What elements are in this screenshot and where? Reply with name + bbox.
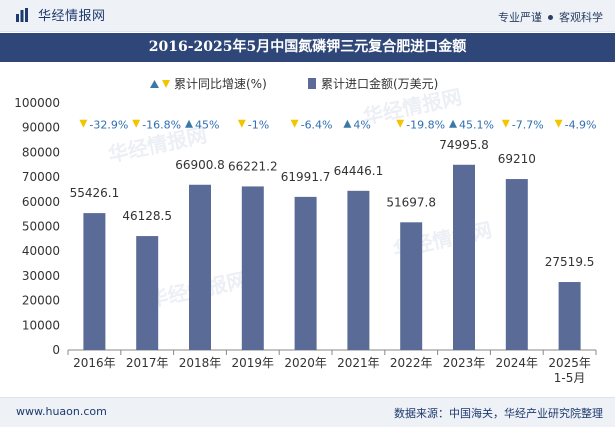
growth-down-triangle-icon — [237, 119, 246, 128]
tagline: 专业严谨 客观科学 — [498, 9, 603, 25]
y-tick-label: 90000 — [22, 121, 60, 135]
legend-label-growth: 累计同比增速(%) — [174, 77, 267, 91]
growth-labels: -32.9% -16.8% 45% -1% -6.4% 4% -19.8% 45.1% -7.7… — [79, 119, 597, 132]
chart-area: 华经情报网 华经情报网 华经情报网 华经情报网 累计同比增速(%) 累计进口金额… — [14, 76, 597, 385]
growth-value-label: -19.8% — [406, 119, 445, 132]
chart-title: 2016-2025年5月中国氮磷钾三元复合肥进口金额 — [148, 39, 467, 55]
growth-value-label: -4.9% — [565, 119, 597, 132]
growth-down-triangle-icon — [290, 119, 299, 128]
axes: 0 10000 20000 30000 40000 50000 60000 70000 8000… — [14, 96, 597, 385]
y-tick-label: 10000 — [22, 318, 60, 332]
x-tick-label: 2016年 — [73, 356, 116, 370]
growth-down-triangle-icon — [501, 119, 510, 128]
bar-value-label: 74995.8 — [439, 138, 489, 152]
legend-item-growth[interactable]: 累计同比增速(%) — [150, 77, 267, 91]
y-tick-label: 80000 — [22, 145, 60, 159]
growth-value-label: -7.7% — [512, 119, 544, 132]
growth-value-label: 4% — [353, 119, 370, 132]
x-tick-label-line: 2023年 — [443, 356, 486, 370]
growth-value-label: -1% — [248, 119, 269, 132]
x-tick-label-line: 2024年 — [496, 356, 539, 370]
legend-label-value: 累计进口金额(万美元) — [321, 76, 438, 91]
y-tick-label: 0 — [52, 343, 60, 357]
y-tick-label: 30000 — [22, 269, 60, 283]
footer: www.huaon.com 数据来源：中国海关，华经产业研究院整理 — [0, 397, 615, 427]
top-bar: 华经情报网 专业严谨 客观科学 — [0, 0, 615, 32]
x-tick-label: 2018年 — [179, 356, 222, 370]
tagline-dot-icon — [548, 14, 553, 20]
tagline-right: 客观科学 — [559, 11, 603, 24]
x-tick-label-line: 2016年 — [73, 356, 116, 370]
bar — [400, 222, 423, 350]
x-tick-label-line: 2022年 — [390, 356, 433, 370]
growth-value-label: 45% — [195, 119, 219, 132]
brand-logo-icon — [16, 7, 28, 22]
bar — [136, 236, 159, 350]
bar — [505, 179, 528, 350]
footer-site[interactable]: www.huaon.com — [16, 405, 107, 418]
legend-triangle-up-icon — [150, 80, 159, 88]
x-tick-label-line: 1-5月 — [554, 371, 586, 385]
growth-down-triangle-icon — [132, 119, 141, 128]
y-tick-label: 40000 — [22, 244, 60, 258]
x-tick-label-line: 2017年 — [126, 356, 169, 370]
bar — [241, 186, 264, 350]
bar-value-label: 69210 — [498, 152, 536, 166]
bar — [189, 184, 211, 350]
chart-title-bar: 2016-2025年5月中国氮磷钾三元复合肥进口金额 — [0, 33, 615, 62]
bar — [83, 213, 106, 350]
x-tick-label-line: 2018年 — [179, 356, 222, 370]
brand-name: 华经情报网 — [38, 9, 106, 24]
growth-value-label: -16.8% — [142, 119, 181, 132]
bar — [453, 164, 475, 350]
bar-value-label: 27519.5 — [545, 255, 595, 269]
x-tick-label-line: 2025年 — [548, 356, 591, 370]
y-tick-label: 20000 — [22, 294, 60, 308]
bar — [558, 282, 581, 350]
x-tick-label: 2020年 — [284, 356, 327, 370]
bar-value-label: 55426.1 — [70, 186, 120, 200]
x-tick-label: 2024年 — [496, 356, 539, 370]
x-tick-label: 2019年 — [232, 356, 275, 370]
x-tick-label: 2023年 — [443, 356, 486, 370]
growth-value-label: 45.1% — [459, 119, 494, 132]
growth-value-label: -32.9% — [89, 119, 128, 132]
brand[interactable]: 华经情报网 — [16, 5, 106, 24]
footer-source: 数据来源：中国海关，华经产业研究院整理 — [394, 407, 603, 420]
tagline-left: 专业严谨 — [498, 11, 542, 24]
y-tick-label: 70000 — [22, 170, 60, 184]
legend-triangle-down-icon — [162, 80, 170, 88]
y-tick-label: 60000 — [22, 195, 60, 209]
y-tick-label: 50000 — [22, 220, 60, 234]
bar-value-label: 51697.8 — [386, 195, 436, 209]
growth-down-triangle-icon — [554, 119, 563, 128]
y-tick-label: 100000 — [14, 96, 60, 110]
growth-down-triangle-icon — [79, 119, 88, 128]
x-tick-label-line: 2019年 — [232, 356, 275, 370]
legend: 累计同比增速(%) 累计进口金额(万美元) — [150, 76, 438, 91]
x-tick-label-line: 2020年 — [284, 356, 327, 370]
x-tick-label-line: 2021年 — [337, 356, 380, 370]
bar — [347, 190, 370, 350]
bar-value-label: 61991.7 — [281, 170, 331, 184]
bar-value-label: 66221.2 — [228, 159, 278, 173]
growth-down-triangle-icon — [396, 119, 405, 128]
growth-value-label: -6.4% — [301, 119, 333, 132]
x-tick-label: 2022年 — [390, 356, 433, 370]
bar — [294, 196, 317, 350]
x-tick-label: 2021年 — [337, 356, 380, 370]
bar-value-label: 64446.1 — [334, 164, 384, 178]
bar-value-label: 46128.5 — [122, 209, 172, 223]
bar-value-label: 66900.8 — [175, 158, 225, 172]
growth-up-triangle-icon — [343, 119, 352, 128]
growth-up-triangle-icon — [449, 119, 457, 128]
x-tick-label: 2017年 — [126, 356, 169, 370]
x-tick-label: 2025年 1-5月 — [548, 356, 591, 385]
legend-bar-swatch — [308, 78, 316, 89]
legend-item-value[interactable]: 累计进口金额(万美元) — [308, 76, 438, 91]
growth-up-triangle-icon — [185, 119, 193, 128]
